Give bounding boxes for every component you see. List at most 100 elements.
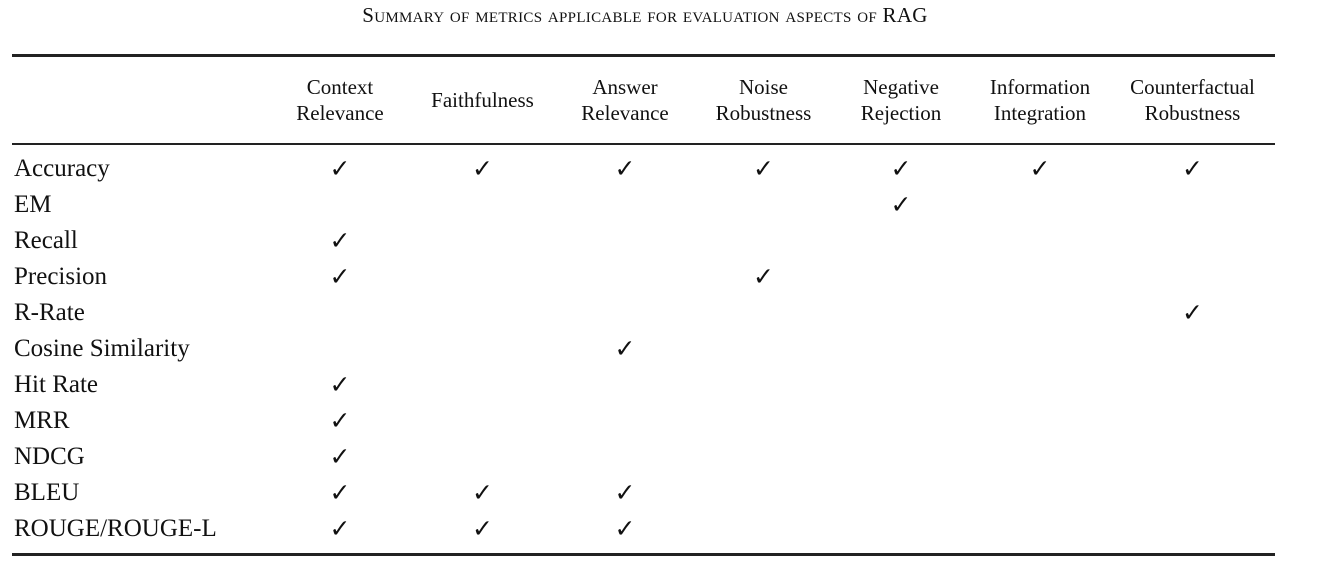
table-row: ROUGE/ROUGE-L ✓ ✓ ✓	[12, 511, 1275, 555]
header-label: Negative Rejection	[860, 75, 942, 125]
metric-name: Accuracy	[14, 155, 110, 182]
check-cell: ✓	[329, 264, 351, 291]
metric-name: NDCG	[14, 443, 85, 470]
check-cell	[555, 187, 695, 223]
check-cell: ✓	[614, 480, 636, 507]
check-cell	[555, 259, 695, 295]
check-cell	[970, 439, 1110, 475]
check-cell	[832, 439, 970, 475]
check-cell: ✓	[753, 264, 774, 291]
table-row: Cosine Similarity ✓	[12, 331, 1275, 367]
check-cell: ✓	[329, 156, 351, 183]
table-row: Hit Rate ✓	[12, 367, 1275, 403]
table-caption: Summary of metrics applicable for evalua…	[362, 3, 928, 27]
check-cell	[410, 259, 555, 295]
check-cell	[1110, 331, 1275, 367]
check-cell	[695, 511, 832, 555]
check-cell: ✓	[329, 480, 351, 507]
check-cell	[1110, 259, 1275, 295]
check-cell	[695, 367, 832, 403]
check-cell	[270, 295, 410, 331]
header-label: Noise Robustness	[715, 75, 812, 125]
metrics-table: Context Relevance Faithfulness Answer Rele…	[12, 54, 1275, 556]
check-cell	[410, 367, 555, 403]
check-cell	[695, 223, 832, 259]
check-cell: ✓	[329, 516, 351, 543]
header-label: Answer Relevance	[581, 75, 669, 125]
check-cell	[970, 331, 1110, 367]
check-cell	[832, 511, 970, 555]
metric-name: Recall	[14, 227, 78, 254]
check-cell	[1110, 187, 1275, 223]
check-cell	[832, 367, 970, 403]
check-cell	[970, 295, 1110, 331]
check-cell: ✓	[472, 516, 493, 543]
check-cell: ✓	[1182, 156, 1203, 183]
check-cell	[970, 367, 1110, 403]
table-row: MRR ✓	[12, 403, 1275, 439]
metric-name: Hit Rate	[14, 371, 99, 398]
check-cell	[832, 475, 970, 511]
header-label: Faithfulness	[431, 88, 534, 112]
metric-name: Precision	[14, 263, 108, 290]
header-cell: Noise Robustness	[695, 55, 832, 145]
header-cell: Answer Relevance	[555, 55, 695, 145]
metric-name: R-Rate	[14, 299, 85, 326]
header-label: Context Relevance	[296, 75, 384, 125]
check-cell	[970, 187, 1110, 223]
table-row: EM ✓	[12, 187, 1275, 223]
header-cell: Context Relevance	[270, 55, 410, 145]
check-cell	[695, 439, 832, 475]
check-cell: ✓	[329, 408, 351, 435]
check-cell	[410, 403, 555, 439]
check-cell	[555, 223, 695, 259]
header-cell: Information Integration	[970, 55, 1110, 145]
check-cell	[970, 511, 1110, 555]
check-cell	[410, 439, 555, 475]
check-cell: ✓	[329, 372, 351, 399]
check-cell: ✓	[614, 336, 636, 363]
metric-name: ROUGE/ROUGE-L	[14, 515, 217, 542]
table-row: Accuracy ✓ ✓ ✓ ✓ ✓ ✓ ✓	[12, 144, 1275, 187]
check-cell	[1110, 367, 1275, 403]
check-cell	[832, 403, 970, 439]
check-cell: ✓	[472, 480, 493, 507]
check-cell	[695, 403, 832, 439]
check-cell	[695, 475, 832, 511]
table-row: R-Rate ✓	[12, 295, 1275, 331]
check-cell: ✓	[614, 516, 636, 543]
header-cell: Faithfulness	[410, 55, 555, 145]
check-cell: ✓	[1182, 300, 1203, 327]
metric-name: BLEU	[14, 479, 80, 506]
table-row: Recall ✓	[12, 223, 1275, 259]
check-cell	[695, 331, 832, 367]
header-row: Context Relevance Faithfulness Answer Rele…	[12, 55, 1275, 145]
check-cell	[555, 295, 695, 331]
header-cell: Negative Rejection	[832, 55, 970, 145]
check-cell	[970, 223, 1110, 259]
check-cell	[832, 259, 970, 295]
header-label: Information Integration	[989, 75, 1091, 125]
check-cell: ✓	[329, 228, 351, 255]
table-row: BLEU ✓ ✓ ✓	[12, 475, 1275, 511]
check-cell	[555, 367, 695, 403]
header-label: Counterfactual Robustness	[1130, 75, 1255, 125]
check-cell	[270, 331, 410, 367]
check-cell	[1110, 223, 1275, 259]
check-cell	[1110, 511, 1275, 555]
table-row: Precision ✓ ✓	[12, 259, 1275, 295]
check-cell	[1110, 475, 1275, 511]
check-cell	[555, 439, 695, 475]
table-body: Accuracy ✓ ✓ ✓ ✓ ✓ ✓ ✓ EM ✓ Recall ✓ Precision ✓ ✓ R-Ra…	[12, 144, 1275, 555]
check-cell	[832, 295, 970, 331]
check-cell	[1110, 439, 1275, 475]
check-cell: ✓	[890, 156, 912, 183]
check-cell: ✓	[1029, 156, 1051, 183]
metric-name: Cosine Similarity	[14, 335, 190, 362]
check-cell: ✓	[614, 156, 636, 183]
header-cell: Counterfactual Robustness	[1110, 55, 1275, 145]
check-cell: ✓	[329, 444, 351, 471]
check-cell	[410, 223, 555, 259]
check-cell	[695, 295, 832, 331]
check-cell	[970, 403, 1110, 439]
